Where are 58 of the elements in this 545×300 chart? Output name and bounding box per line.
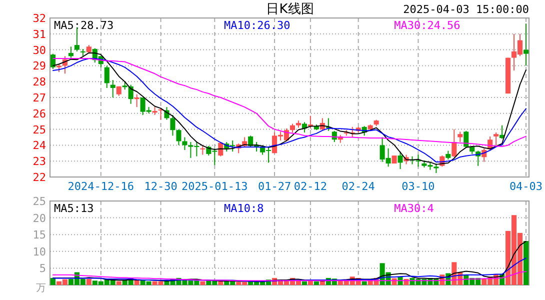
bar: [116, 281, 122, 285]
x-tick-label: 02-12: [294, 180, 328, 193]
candlestick: [523, 23, 529, 66]
y-tick-label: 24: [32, 139, 46, 152]
y-tick-label: 10: [32, 245, 46, 258]
y-tick-label: 20: [32, 212, 46, 225]
bar: [86, 278, 92, 285]
y-tick-label: 15: [32, 228, 46, 242]
bar: [50, 278, 56, 285]
text: MA10:26.30: [224, 19, 290, 32]
y-tick-label: 23: [32, 155, 46, 168]
y-tick-label: 27: [32, 92, 46, 104]
y-tick-label: 29: [32, 60, 46, 73]
y-tick-label: 30: [32, 44, 46, 57]
y-axis-title: 万: [36, 283, 46, 294]
candlestick: [134, 94, 140, 108]
x-tick-label: 03-10: [402, 180, 435, 193]
bar: [200, 281, 206, 285]
candlestick: [110, 80, 116, 98]
chart-subtitle: 2025-04-03 15:00:00: [403, 3, 529, 16]
bar: [362, 281, 367, 285]
chart-title: 日K线图: [266, 2, 314, 17]
x-tick-label: 02-24: [342, 180, 376, 193]
candlestick: [182, 136, 188, 150]
x-tick-label: 04-03: [509, 180, 543, 193]
candlestick: [68, 46, 74, 58]
bar: [302, 281, 307, 285]
bar: [314, 281, 319, 285]
y-tick-label: 28: [32, 76, 46, 89]
text: MA5:13: [54, 202, 94, 215]
candlestick: [398, 151, 403, 170]
x-tick-label: 2025-01-13: [182, 180, 248, 193]
bar: [523, 240, 529, 285]
candlestick: [434, 162, 439, 174]
y-tick-label: 25: [32, 123, 46, 136]
y-tick-label: 26: [32, 107, 46, 120]
candlestick: [50, 53, 56, 70]
text: MA30:24.56: [394, 19, 460, 32]
y-tick-label: 22: [32, 171, 46, 184]
line-series: [52, 271, 527, 282]
candlestick: [494, 132, 499, 148]
y-tick-label: 5: [39, 262, 46, 276]
candlestick: [452, 128, 457, 158]
candlestick: [176, 128, 182, 146]
bar: [218, 281, 224, 285]
text: MA10:8: [224, 202, 264, 215]
y-tick-label: 25: [32, 195, 46, 208]
x-tick-label: 01-27: [258, 180, 292, 193]
y-tick-label: 32: [32, 12, 46, 25]
candlestick: [416, 154, 421, 168]
text: MA5:28.73: [54, 19, 114, 32]
x-tick-label: 2024-12-16: [68, 180, 134, 193]
candlestick: [458, 131, 463, 143]
x-tick-label: 12-30: [144, 180, 178, 193]
candlestick: [170, 114, 176, 136]
candlestick: [104, 65, 110, 88]
text: MA30:4: [394, 202, 434, 215]
y-tick-label: 31: [32, 28, 46, 41]
